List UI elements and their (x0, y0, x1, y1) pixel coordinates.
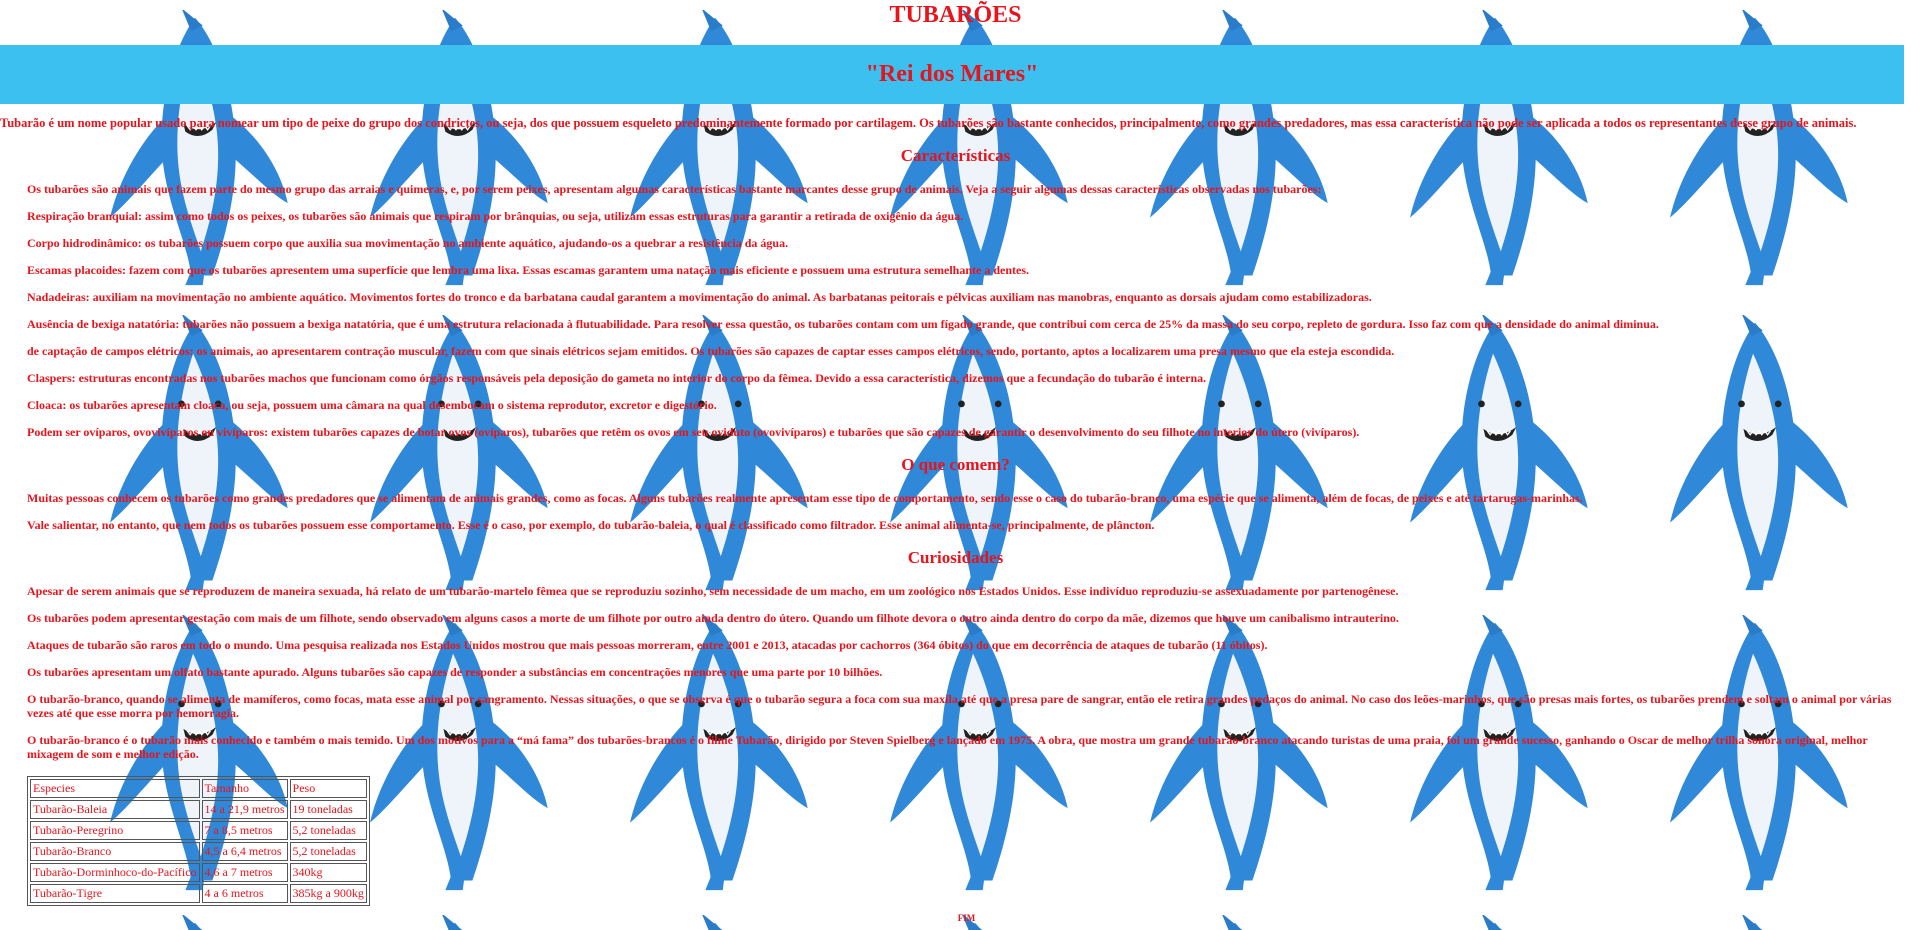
paragraph: de captação de campos elétricos: os anim… (27, 344, 1395, 358)
species-table: Especies Tamanho Peso Tubarão-Baleia 14 … (27, 776, 370, 906)
footer-fim: FIM (957, 913, 976, 923)
table-header-cell: Tamanho (201, 779, 288, 798)
table-row: Tubarão-Baleia 14 a 21,9 metros 19 tonel… (30, 800, 367, 819)
paragraph: Os tubarões são animais que fazem parte … (27, 182, 1322, 196)
table-cell: Tubarão-Peregrino (30, 821, 200, 840)
table-header-cell: Peso (289, 779, 367, 798)
table-row: Tubarão-Tigre 4 a 6 metros 385kg a 900kg (30, 884, 367, 903)
table-cell: 14 a 21,9 metros (201, 800, 288, 819)
paragraph: Podem ser ovíparos, ovovivíparos ou viví… (27, 425, 1360, 439)
table-header-cell: Especies (30, 779, 200, 798)
paragraph: Ataques de tubarão são raros em todo o m… (27, 638, 1268, 652)
paragraph: Ausência de bexiga natatória: tubarões n… (27, 317, 1659, 331)
paragraph: Os tubarões podem apresentar gestação co… (27, 611, 1399, 625)
table-cell: Tubarão-Tigre (30, 884, 200, 903)
section-title-caracteristicas: Características (900, 146, 1011, 165)
paragraph: Os tubarões apresentam um olfato bastant… (27, 665, 883, 679)
table-cell: 385kg a 900kg (289, 884, 367, 903)
paragraph: Nadadeiras: auxiliam na movimentação no … (27, 290, 1372, 304)
table-row: Tubarão-Branco 4,5 a 6,4 metros 5,2 tone… (30, 842, 367, 861)
section-title-o-que-comem: O que comem? (901, 455, 1010, 474)
paragraph: Claspers: estruturas encontradas nos tub… (27, 371, 1207, 385)
paragraph: Escamas placoides: fazem com que os tuba… (27, 263, 1030, 277)
table-cell: 5,2 toneladas (289, 821, 367, 840)
paragraph: Cloaca: os tubarões apresentam cloaca, o… (27, 398, 717, 412)
table-cell: 4 a 6 metros (201, 884, 288, 903)
table-cell: Tubarão-Dorminhoco-do-Pacífico (30, 863, 200, 882)
paragraph: Vale salientar, no entanto, que nem todo… (27, 518, 1155, 532)
intro-paragraph: Tubarão é um nome popular usado para nom… (0, 116, 1857, 130)
paragraph: Corpo hidrodinâmico: os tubarões possuem… (27, 236, 789, 250)
table-cell: 4,6 a 7 metros (201, 863, 288, 882)
paragraph: Apesar de serem animais que se reproduze… (27, 584, 1399, 598)
page-title: TUBARÕES (889, 2, 1022, 28)
banner-subtitle: "Rei dos Mares" (0, 45, 1904, 104)
paragraph: O tubarão-branco, quando se alimenta de … (27, 692, 1892, 720)
table-cell: 7 a 8,5 metros (201, 821, 288, 840)
table-cell: Tubarão-Baleia (30, 800, 200, 819)
table-cell: Tubarão-Branco (30, 842, 200, 861)
table-row: Tubarão-Dorminhoco-do-Pacífico 4,6 a 7 m… (30, 863, 367, 882)
table-cell: 4,5 a 6,4 metros (201, 842, 288, 861)
table-cell: 5,2 toneladas (289, 842, 367, 861)
paragraph: Muitas pessoas conhecem os tubarões como… (27, 491, 1583, 505)
table-cell: 19 toneladas (289, 800, 367, 819)
section-title-curiosidades: Curiosidades (907, 548, 1004, 567)
table-cell: 340kg (289, 863, 367, 882)
table-row: Tubarão-Peregrino 7 a 8,5 metros 5,2 ton… (30, 821, 367, 840)
table-header-row: Especies Tamanho Peso (30, 779, 367, 798)
paragraph: Respiração branquial: assim como todos o… (27, 209, 964, 223)
paragraph: O tubarão-branco é o tubarão mais conhec… (27, 733, 1868, 761)
